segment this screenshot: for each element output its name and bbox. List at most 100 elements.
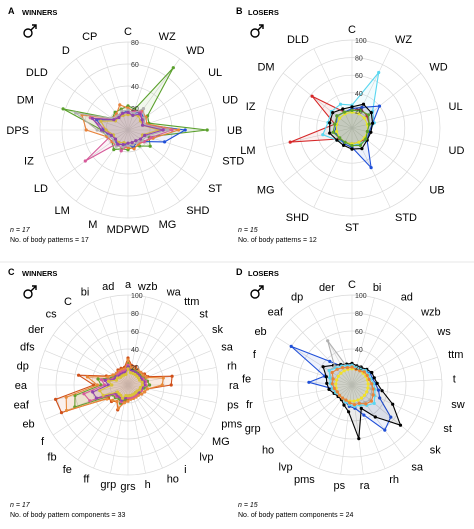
data-point: [116, 142, 120, 146]
series-6: [330, 365, 375, 407]
axis-label: rh: [227, 360, 237, 372]
data-point: [372, 401, 376, 405]
group-label: LOSERS: [248, 269, 279, 278]
axis-label: eaf: [14, 400, 30, 412]
data-point: [104, 128, 108, 132]
data-point: [321, 133, 325, 137]
data-point: [140, 383, 144, 387]
axis-label: f: [253, 349, 257, 361]
data-point: [336, 374, 340, 378]
data-point: [64, 408, 69, 413]
data-point: [126, 108, 130, 112]
data-point: [343, 140, 347, 144]
data-point: [54, 397, 58, 401]
data-point: [335, 367, 339, 371]
axis-label: fb: [47, 451, 56, 463]
data-point: [326, 339, 330, 343]
axis-label: bi: [81, 287, 90, 299]
axis-label: D: [62, 45, 70, 57]
axis-label: MDPWD: [107, 224, 150, 236]
data-point: [352, 399, 356, 403]
data-point: [348, 401, 352, 405]
grid-spoke: [39, 367, 129, 386]
data-point: [362, 413, 366, 417]
sample-size: n = 17: [10, 227, 31, 234]
sample-size: n = 17: [10, 502, 31, 509]
axis-label: der: [319, 282, 335, 294]
axis-label: CP: [82, 31, 97, 43]
data-point: [359, 396, 364, 400]
data-point: [126, 113, 130, 117]
data-point: [205, 128, 209, 132]
male-symbol-icon: [250, 24, 264, 38]
axis-label: STD: [222, 156, 244, 168]
data-point: [183, 128, 187, 132]
data-point: [360, 105, 364, 109]
data-point: [105, 397, 109, 401]
radial-tick-label: 60: [131, 329, 139, 336]
axis-label: ws: [436, 326, 451, 338]
group-label: WINNERS: [22, 8, 57, 17]
data-point: [365, 129, 369, 134]
radial-tick-label: 80: [131, 311, 139, 318]
data-point: [126, 148, 130, 152]
data-point: [370, 370, 374, 375]
data-point: [136, 368, 140, 372]
data-point: [331, 377, 335, 381]
data-point: [138, 112, 142, 116]
data-point: [126, 146, 130, 150]
data-point: [352, 403, 357, 407]
data-point: [85, 375, 89, 379]
data-point: [364, 402, 368, 406]
data-point: [356, 398, 360, 402]
data-point: [365, 373, 369, 377]
axis-label: ra: [360, 480, 371, 492]
axis-label: dp: [291, 292, 303, 304]
axis-label: eaf: [268, 306, 284, 318]
data-point: [126, 141, 130, 145]
axis-label: LM: [55, 205, 70, 217]
data-point: [131, 113, 135, 117]
sample-size: n = 15: [238, 227, 258, 234]
data-point: [126, 104, 130, 108]
data-point: [371, 393, 375, 397]
data-point: [375, 381, 379, 385]
data-point: [362, 370, 366, 374]
pattern-count: No. of body pattern components = 33: [10, 512, 125, 519]
axis-label: WD: [429, 61, 447, 73]
axis-label: wa: [166, 287, 182, 299]
data-point: [342, 403, 346, 407]
axis-label: rh: [389, 474, 399, 486]
data-point: [335, 129, 339, 134]
male-symbol-icon: [23, 285, 37, 299]
data-point: [380, 389, 384, 393]
data-point: [362, 116, 366, 120]
axis-label: sa: [411, 462, 424, 474]
male-symbol-icon: [23, 24, 37, 38]
data-point: [367, 377, 371, 381]
axis-label: fe: [63, 464, 72, 476]
data-point: [357, 437, 361, 441]
data-point: [354, 367, 358, 371]
data-point: [84, 128, 88, 132]
series-3: [64, 358, 165, 413]
pattern-count: No. of body patterns = 17: [10, 237, 89, 244]
data-point: [360, 147, 364, 151]
data-point: [83, 159, 87, 163]
axis-label: C: [124, 26, 132, 38]
data-point: [107, 379, 111, 383]
data-point: [358, 109, 362, 113]
axis-label: C: [64, 296, 72, 308]
axis-label: C: [348, 24, 356, 36]
axis-label: MG: [159, 219, 177, 231]
data-point: [289, 344, 293, 348]
data-point: [345, 366, 350, 370]
data-point: [99, 378, 104, 382]
data-point: [95, 383, 99, 387]
axis-label: MG: [212, 436, 230, 448]
data-point: [338, 102, 343, 106]
axis-label: ST: [345, 222, 359, 234]
data-point: [342, 369, 346, 373]
series-6: [98, 367, 144, 400]
